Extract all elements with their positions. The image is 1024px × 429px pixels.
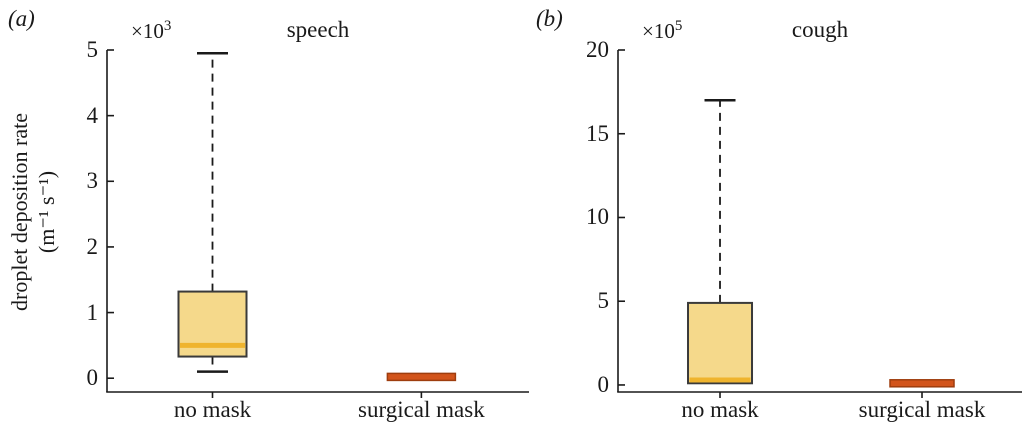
y-tick-label: 0 (597, 371, 610, 397)
y-tick-label: 10 (586, 204, 609, 230)
panel-b-multiplier-base: ×10 (642, 19, 675, 43)
y-axis-label-line1: droplet deposition rate (7, 113, 32, 311)
box-iqr (687, 301, 754, 385)
panel-a-multiplier-exponent: 3 (163, 18, 172, 34)
box-collapsed (889, 379, 955, 388)
panel-a-letter: (a) (8, 6, 35, 31)
y-tick-label: 5 (86, 37, 99, 62)
y-tick-label: 15 (586, 120, 609, 146)
panel-a-title: speech (286, 17, 350, 42)
panel-b-letter: (b) (536, 6, 563, 31)
y-axis-label-line2: (m⁻¹ s⁻¹) (34, 170, 59, 254)
panel-b-axis-multiplier: ×105 (642, 14, 682, 43)
panel-b-title: cough (791, 17, 849, 42)
y-tick-label: 20 (586, 37, 609, 62)
y-tick-label: 0 (86, 365, 99, 391)
panel-b-multiplier-exponent: 5 (674, 18, 683, 34)
x-category-label: no mask (681, 397, 759, 422)
x-category-label: surgical mask (858, 397, 986, 422)
y-tick-label: 3 (86, 168, 99, 194)
y-tick-label: 5 (597, 288, 610, 314)
y-tick-label: 4 (86, 102, 99, 128)
panel-a-axis-multiplier: ×103 (131, 14, 171, 43)
x-category-label: no mask (173, 397, 252, 422)
box-collapsed (386, 372, 457, 382)
y-tick-label: 1 (86, 299, 99, 325)
x-category-label: surgical mask (358, 397, 485, 422)
y-tick-label: 2 (86, 233, 99, 259)
panel-a-multiplier-base: ×10 (131, 19, 164, 43)
y-axis-label: droplet deposition rate (m⁻¹ s⁻¹) (6, 22, 60, 402)
